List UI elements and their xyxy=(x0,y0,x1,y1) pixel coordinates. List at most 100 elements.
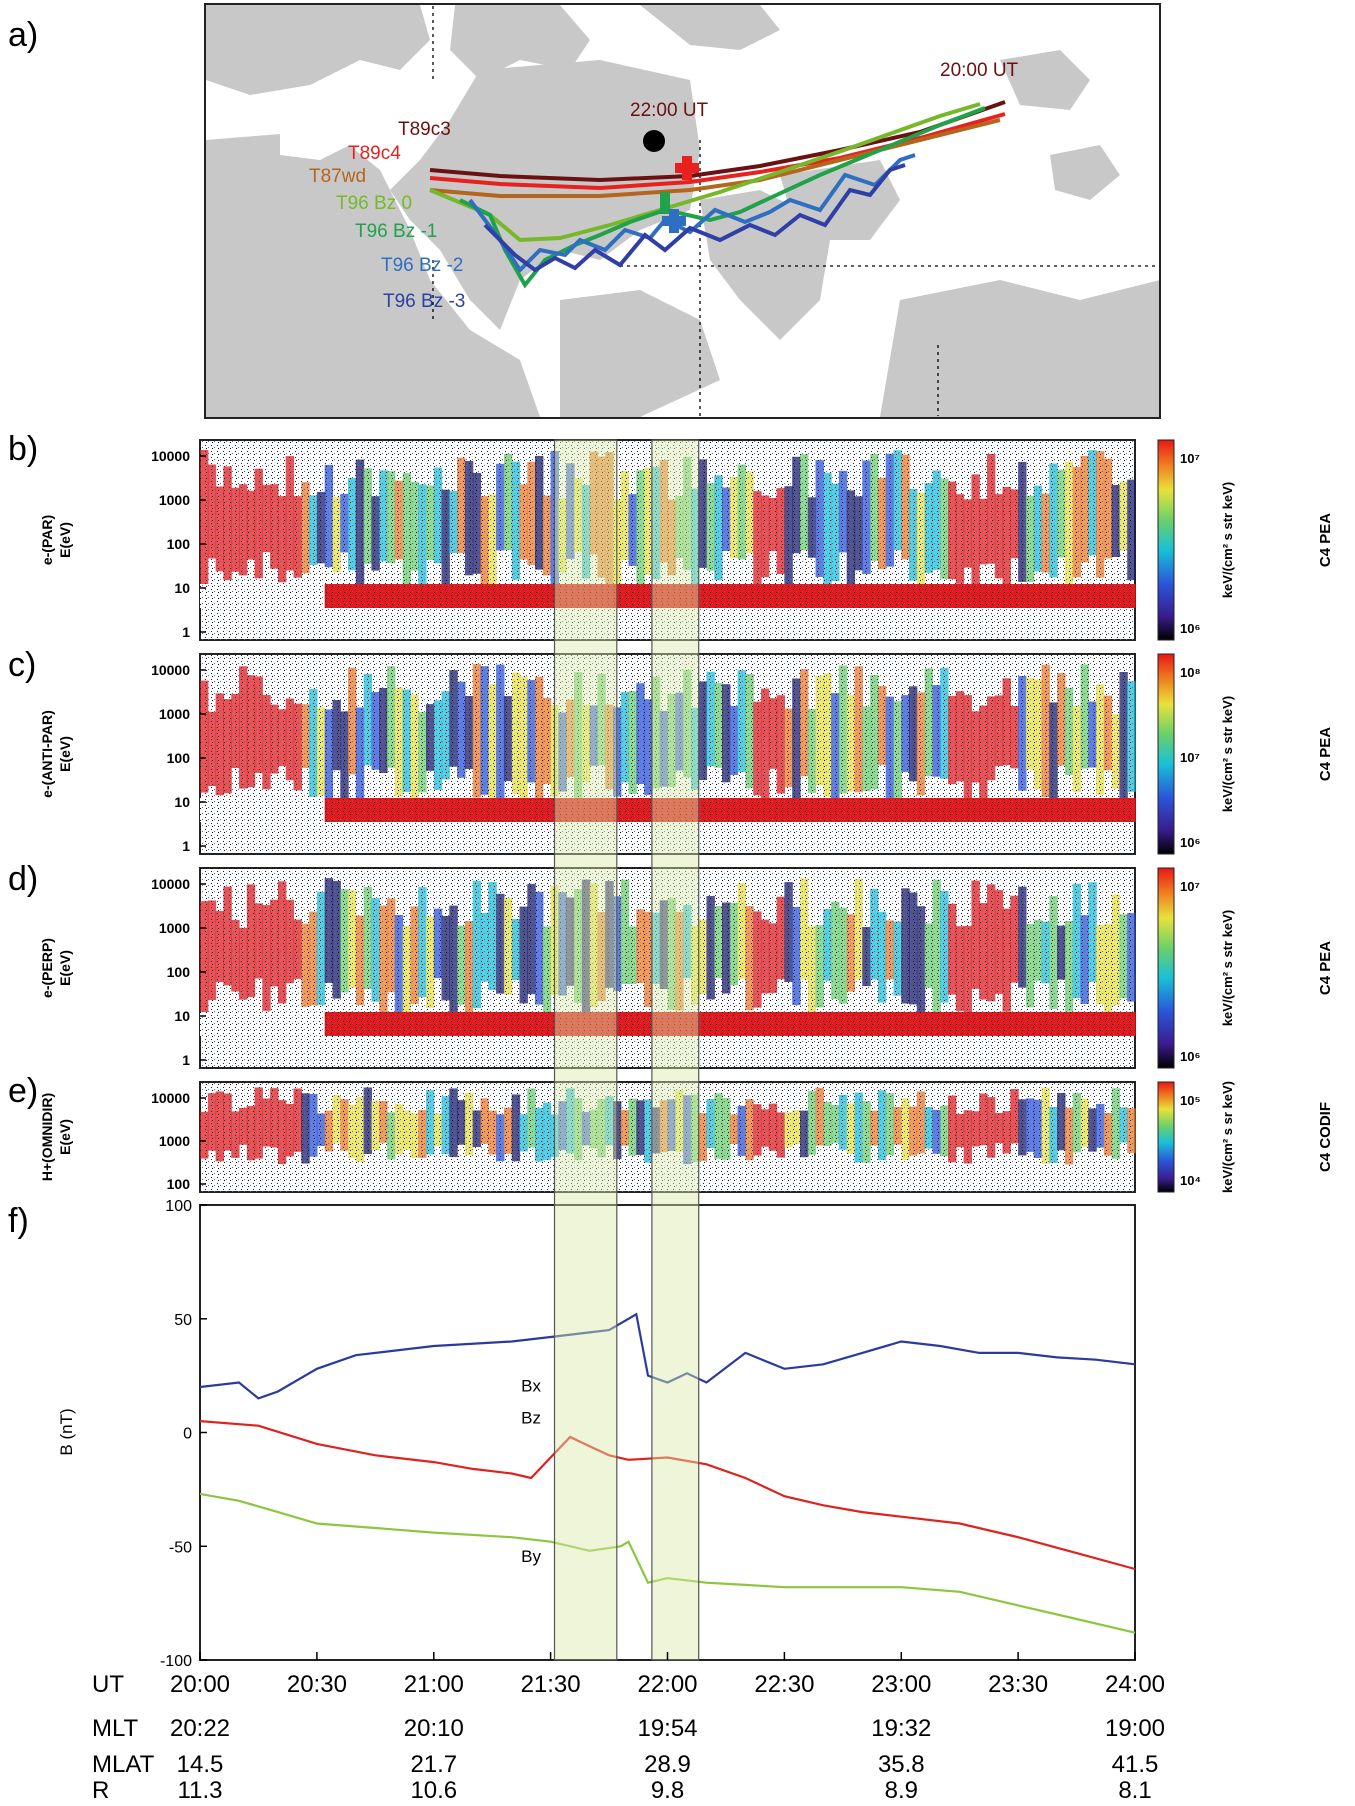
panel-label-d: d) xyxy=(8,860,38,898)
spectrogram-ylabel-unit: E(eV) xyxy=(57,522,73,558)
colorbar-label: keV/(cm² s str keV) xyxy=(1220,696,1235,812)
axis-row-value: 9.8 xyxy=(651,1777,684,1804)
spectrogram-ytick: 1000 xyxy=(159,706,190,722)
axis-row-label: UT xyxy=(92,1671,124,1698)
colorbar xyxy=(1157,653,1175,855)
map-panel: T89c3 T89c4 T87wd T96 Bz 0 T96 Bz -1 T96… xyxy=(204,3,1161,419)
panel-label-e: e) xyxy=(8,1072,38,1110)
colorbar-tick: 10⁶ xyxy=(1180,835,1200,850)
panel-label-a: a) xyxy=(8,16,38,54)
axis-row-value: 11.3 xyxy=(178,1777,223,1804)
spectrogram-ylabel: e-(ANTI-PAR) xyxy=(39,710,55,798)
axis-row-value: 20:22 xyxy=(170,1715,230,1742)
axis-row-value: 24:00 xyxy=(1105,1671,1165,1698)
spectrogram-noise xyxy=(200,868,1135,1068)
colorbar-label: keV/(cm² s str keV) xyxy=(1220,910,1235,1026)
spectrogram-ytick: 10000 xyxy=(151,662,190,678)
spectrogram-ylabel-unit: E(eV) xyxy=(57,1119,73,1155)
spectrogram-ytick: 100 xyxy=(167,750,191,766)
axis-row-value: 35.8 xyxy=(878,1751,925,1778)
spectrogram-noise xyxy=(200,1082,1135,1192)
axis-row-label: MLT xyxy=(92,1715,139,1742)
footpoint-marker xyxy=(643,130,665,152)
colorbar-label: keV/(cm² s sr keV) xyxy=(1220,1081,1235,1193)
time-label: 22:00 UT xyxy=(630,100,709,121)
spectrogram-ylabel: e-(PAR) xyxy=(39,515,55,565)
axis-row-value: 20:00 xyxy=(170,1671,230,1698)
spectrogram-ylabel-unit: E(eV) xyxy=(57,950,73,986)
axis-row-value: 8.1 xyxy=(1118,1777,1151,1804)
x-axis-table: UT 20:00 20:30 21:00 21:30 22:00 22:30 23:00 23:… xyxy=(92,1652,1165,1804)
spectrogram-noise xyxy=(200,654,1135,854)
spectrogram-ytick: 1 xyxy=(182,624,190,640)
spectrogram-ytick: 10000 xyxy=(151,448,190,464)
bfield-frame xyxy=(199,1204,1136,1661)
highlight-interval xyxy=(553,439,618,1661)
model-label: T96 Bz -3 xyxy=(383,291,465,312)
axis-row-value: 10.6 xyxy=(410,1777,457,1804)
bfield-ytick: 0 xyxy=(183,1426,192,1443)
model-label: T96 Bz -2 xyxy=(381,255,463,276)
trace-t96-bz-3 xyxy=(483,163,906,273)
colorbar xyxy=(1157,867,1175,1069)
axis-row-value: 28.9 xyxy=(644,1751,691,1778)
axis-row-value: 41.5 xyxy=(1112,1751,1159,1778)
axis-row-value: 22:30 xyxy=(754,1671,814,1698)
spectrogram-ylabel: e-(PERP) xyxy=(39,938,55,998)
spectrogram-ytick: 100 xyxy=(167,536,191,552)
instrument-label: C4 CODIF xyxy=(1317,1102,1334,1172)
colorbar-tick: 10⁷ xyxy=(1180,451,1200,466)
bfield-series-labels: Bx Bz By xyxy=(521,1377,541,1567)
axis-row-value: 19:32 xyxy=(871,1715,931,1742)
highlight-intervals xyxy=(553,439,700,1661)
spectrogram-ytick: 1000 xyxy=(159,492,190,508)
trace-t89c3 xyxy=(429,100,1006,183)
colorbar-tick: 10⁷ xyxy=(1180,879,1200,894)
axis-row-label: R xyxy=(92,1777,109,1804)
spectrogram-ytick: 100 xyxy=(167,964,191,980)
spectrogram-1: 10000 1000 100 10 1 e-(PAR) E(eV) 10⁷ 10⁶ keV/(cm… xyxy=(39,439,1334,641)
axis-row-value: 20:30 xyxy=(287,1671,347,1698)
spectrogram-noise xyxy=(200,440,1135,640)
series-line-bz xyxy=(199,1420,1136,1571)
panel-labels: a) b) c) d) e) f) xyxy=(8,16,38,1240)
model-label: T89c4 xyxy=(348,143,401,164)
colorbar-tick: 10⁴ xyxy=(1180,1173,1201,1188)
bfield-yticks: 100 50 0 -50 -100 xyxy=(160,1198,207,1670)
axis-row-value: 23:00 xyxy=(871,1671,931,1698)
instrument-label: C4 PEA xyxy=(1317,727,1334,781)
colorbar-tick: 10⁶ xyxy=(1180,1049,1200,1064)
bfield-series xyxy=(199,1312,1136,1634)
spectrogram-ylabel: H+(OMNIDIR) xyxy=(39,1093,55,1181)
spectrogram-ytick: 10 xyxy=(174,794,190,810)
model-label: T89c3 xyxy=(398,119,451,140)
bfield-ytick: 100 xyxy=(165,1198,192,1215)
spectrogram-ytick: 10000 xyxy=(151,876,190,892)
map-model-labels: T89c3 T89c4 T87wd T96 Bz 0 T96 Bz -1 T96… xyxy=(309,60,1019,312)
time-label: 20:00 UT xyxy=(940,60,1019,81)
map-highlight-marks xyxy=(660,156,699,233)
axis-row-value: 22:00 xyxy=(637,1671,697,1698)
colorbar-tick: 10⁶ xyxy=(1180,621,1200,636)
bfield-panel: B (nT) 100 50 0 -50 -100 Bx Bz By xyxy=(57,1198,1136,1670)
series-line-by xyxy=(199,1492,1136,1634)
axis-row-value: 23:30 xyxy=(988,1671,1048,1698)
panel-label-f: f) xyxy=(8,1202,29,1240)
colorbar xyxy=(1157,1081,1175,1193)
spectrogram-ytick: 100 xyxy=(167,1176,191,1192)
axis-row-value: 20:10 xyxy=(404,1715,464,1742)
spectrogram-ytick: 1000 xyxy=(159,920,190,936)
axis-row-value: 21:30 xyxy=(521,1671,581,1698)
axis-row-label: MLAT xyxy=(92,1751,155,1778)
spectrogram-ytick: 10 xyxy=(174,580,190,596)
series-line-bx xyxy=(199,1312,1136,1400)
model-label: T96 Bz 0 xyxy=(336,193,412,214)
bfield-ytick: -50 xyxy=(169,1539,192,1556)
spectrogram-ytick: 10 xyxy=(174,1008,190,1024)
trace-t96-bz-1 xyxy=(459,106,986,289)
colorbar-tick: 10⁵ xyxy=(1180,1093,1201,1108)
model-label: T96 Bz -1 xyxy=(355,221,437,242)
bfield-ylabel: B (nT) xyxy=(57,1408,76,1455)
